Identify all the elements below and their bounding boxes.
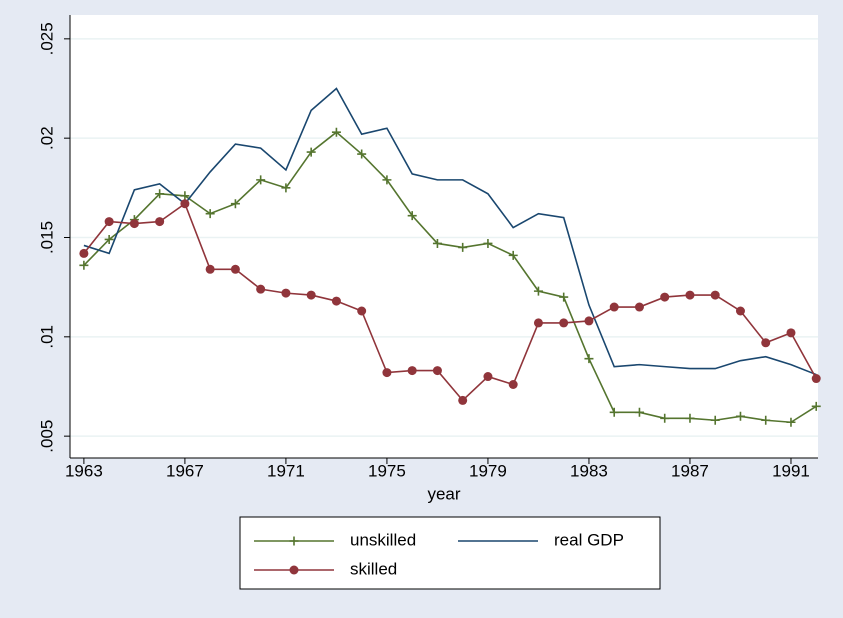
legend-label: real GDP — [554, 530, 624, 549]
legend-label: skilled — [350, 559, 397, 578]
y-tick-label: .015 — [37, 221, 56, 254]
legend-label: unskilled — [350, 530, 416, 549]
data-point — [584, 354, 594, 364]
data-point — [104, 217, 114, 227]
data-point — [660, 413, 670, 423]
x-tick-label: 1991 — [772, 461, 810, 480]
data-point — [533, 318, 543, 328]
data-point — [609, 407, 619, 417]
data-point — [331, 296, 341, 306]
data-point — [634, 407, 644, 417]
data-point — [382, 368, 392, 378]
y-tick-label: .01 — [37, 325, 56, 349]
data-point — [104, 234, 114, 244]
legend-marker — [289, 565, 299, 575]
data-point — [155, 217, 165, 227]
x-tick-label: 1967 — [166, 461, 204, 480]
data-point — [660, 292, 670, 302]
data-point — [281, 288, 291, 298]
data-point — [407, 211, 417, 221]
data-point — [559, 318, 569, 328]
data-point — [761, 415, 771, 425]
data-point — [559, 292, 569, 302]
plot-area — [70, 15, 818, 458]
data-point — [811, 401, 821, 411]
data-point — [634, 302, 644, 312]
data-point — [710, 290, 720, 300]
data-point — [786, 417, 796, 427]
data-point — [281, 183, 291, 193]
x-tick-label: 1975 — [368, 461, 406, 480]
y-tick-label: .02 — [37, 126, 56, 150]
data-point — [331, 127, 341, 137]
data-point — [533, 286, 543, 296]
data-point — [180, 199, 190, 209]
data-point — [811, 374, 821, 384]
x-tick-label: 1963 — [65, 461, 103, 480]
data-point — [357, 149, 367, 159]
data-point — [129, 219, 139, 229]
data-point — [79, 248, 89, 258]
data-point — [508, 379, 518, 389]
data-point — [685, 413, 695, 423]
data-point — [155, 189, 165, 199]
data-point — [306, 290, 316, 300]
data-point — [483, 238, 493, 248]
data-point — [609, 302, 619, 312]
data-point — [432, 366, 442, 376]
data-point — [357, 306, 367, 316]
data-point — [735, 306, 745, 316]
legend — [239, 516, 661, 590]
data-point — [710, 415, 720, 425]
data-point — [432, 238, 442, 248]
data-point — [256, 175, 266, 185]
data-point — [306, 147, 316, 157]
data-point — [205, 264, 215, 274]
data-point — [79, 260, 89, 270]
data-point — [180, 191, 190, 201]
data-point — [407, 366, 417, 376]
x-tick-label: 1971 — [267, 461, 305, 480]
data-point — [508, 250, 518, 260]
y-tick-label: .025 — [37, 22, 56, 55]
y-tick-label: .005 — [37, 420, 56, 453]
data-point — [786, 328, 796, 338]
data-point — [256, 284, 266, 294]
data-point — [230, 199, 240, 209]
data-point — [761, 338, 771, 348]
data-point — [584, 316, 594, 326]
data-point — [230, 264, 240, 274]
x-tick-label: 1979 — [469, 461, 507, 480]
data-point — [458, 242, 468, 252]
x-tick-label: 1983 — [570, 461, 608, 480]
legend-marker — [289, 536, 299, 546]
data-point — [458, 395, 468, 405]
data-point — [483, 372, 493, 382]
series-line — [83, 87, 817, 376]
x-axis-label: year — [427, 484, 460, 503]
data-point — [205, 209, 215, 219]
x-tick-label: 1987 — [671, 461, 709, 480]
data-point — [685, 290, 695, 300]
data-point — [382, 175, 392, 185]
data-point — [735, 411, 745, 421]
